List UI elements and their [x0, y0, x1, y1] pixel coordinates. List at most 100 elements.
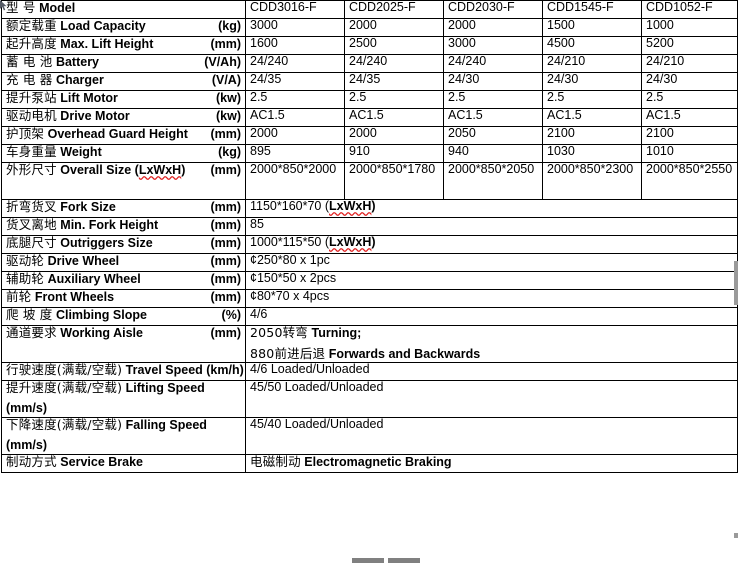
value-tail: ): [371, 199, 376, 213]
table-row-travel-speed: 行驶速度(满载/空载) Travel Speed (km/h) 4/6 Load…: [1, 362, 738, 381]
row-label-drive-motor: 驱动电机 Drive Motor (kw): [1, 108, 246, 127]
value-cell-span: 2050转弯 Turning; 880前进后退 Forwards and Bac…: [245, 325, 738, 363]
value-cell-span: 4/6: [245, 307, 738, 326]
table-row-charger: 充 电 器 Charger (V/A) 24/35 24/35 24/30 24…: [1, 72, 738, 91]
value-plain: 1150*160*70 (: [250, 199, 330, 213]
value-cell-span: 1000*115*50 (LxWxH): [245, 235, 738, 254]
table-row-auxiliary-wheel: 辅助轮 Auxiliary Wheel (mm) ¢150*50 x 2pcs: [1, 271, 738, 290]
row-label-cn: 驱动轮: [6, 253, 45, 268]
value-cell: 2000*850*2050: [443, 162, 543, 200]
vertical-scrollbar-marker[interactable]: [734, 533, 738, 538]
row-label-cn: 起升高度: [6, 36, 57, 51]
row-unit: (mm): [210, 127, 241, 141]
row-unit-below: (mm/s): [6, 437, 47, 452]
value-cell: 24/30: [443, 72, 543, 91]
row-unit-below: (mm/s): [6, 400, 47, 415]
table-row-service-brake: 制动方式 Service Brake 电磁制动 Electromagnetic …: [1, 454, 738, 473]
value-cell: 2.5: [641, 90, 738, 109]
row-label-cn: 底腿尺寸: [6, 235, 57, 250]
value-cell: 24/35: [245, 72, 345, 91]
row-label-cn: 型 号: [6, 0, 36, 15]
row-unit: (kw): [216, 109, 241, 123]
aisle-line-1-en: Turning;: [311, 326, 362, 340]
row-label-climbing-slope: 爬 坡 度 Climbing Slope (%): [1, 307, 246, 326]
table-row-overall-size: 外形尺寸 Overall Size (LxWxH) (mm) 2000*850*…: [1, 162, 738, 200]
table-row-front-wheels: 前轮 Front Wheels (mm) ¢80*70 x 4pcs: [1, 289, 738, 308]
value-cell: 4500: [542, 36, 642, 55]
row-label-service-brake: 制动方式 Service Brake: [1, 454, 246, 473]
row-label-en: Overhead Guard Height: [47, 127, 188, 141]
row-label-fork-size: 折弯货叉 Fork Size (mm): [1, 199, 246, 218]
row-label-en: Travel Speed (km/h): [125, 363, 244, 377]
value-cell: 2.5: [245, 90, 345, 109]
row-label-cn: 下降速度(满载/空载): [6, 417, 123, 432]
value-cell: 2.5: [542, 90, 642, 109]
row-label-en: Front Wheels: [34, 290, 115, 304]
value-cell: 2000: [344, 126, 444, 145]
model-cell-4: CDD1052-F: [641, 0, 738, 19]
row-unit: (%): [221, 308, 241, 322]
value-cell-span: 45/50 Loaded/Unloaded: [245, 380, 738, 418]
row-label-front-wheels: 前轮 Front Wheels (mm): [1, 289, 246, 308]
row-unit: (kg): [218, 19, 241, 33]
model-cell-0: CDD3016-F: [245, 0, 345, 19]
table-row-battery: 蓄 电 池 Battery (V/Ah) 24/240 24/240 24/24…: [1, 54, 738, 73]
row-unit: (mm): [210, 163, 241, 177]
row-label-cn: 提升泵站: [6, 90, 57, 105]
table-row-min-fork-height: 货叉离地 Min. Fork Height (mm) 85: [1, 217, 738, 236]
aisle-line-1: 2050转弯 Turning;: [250, 326, 362, 341]
value-cell: 2000: [443, 18, 543, 37]
row-label-cn: 护顶架: [6, 126, 45, 141]
value-cell: 24/30: [542, 72, 642, 91]
row-label-en: Drive Motor: [60, 109, 130, 123]
horizontal-scrollbar-thumb-right[interactable]: [388, 558, 420, 563]
row-label-en: Service Brake: [60, 455, 143, 469]
row-label-cn: 爬 坡 度: [6, 307, 53, 322]
row-unit: (mm): [210, 272, 241, 286]
row-label-working-aisle: 通道要求 Working Aisle (mm): [1, 325, 246, 363]
row-label-en: Lifting Speed: [125, 381, 205, 395]
row-unit: (mm): [210, 236, 241, 250]
row-label-en: Outriggers Size: [60, 236, 153, 250]
row-label-en: Falling Speed: [125, 418, 207, 432]
value-cell: 2000*850*1780: [344, 162, 444, 200]
row-label-en: Working Aisle: [60, 326, 143, 340]
row-unit: (kg): [218, 145, 241, 159]
row-label-cn: 驱动电机: [6, 108, 57, 123]
vertical-scrollbar-thumb[interactable]: [734, 261, 738, 305]
row-label-cn: 通道要求: [6, 325, 57, 340]
value-spellcheck: LxWxH: [329, 235, 372, 249]
value-cell: 910: [344, 144, 444, 163]
row-label-en: Auxiliary Wheel: [47, 272, 141, 286]
aisle-line-2-cn: 880前进后退: [250, 345, 326, 361]
value-cell: AC1.5: [641, 108, 738, 127]
value-cell: AC1.5: [245, 108, 345, 127]
value-cell: AC1.5: [443, 108, 543, 127]
row-label-en: Battery: [55, 55, 100, 69]
table-row-drive-motor: 驱动电机 Drive Motor (kw) AC1.5 AC1.5 AC1.5 …: [1, 108, 738, 127]
row-label-lifting-speed: 提升速度(满载/空载) Lifting Speed (mm/s): [1, 380, 246, 418]
value-cell: 2000*850*2000: [245, 162, 345, 200]
value-cell-span: 1150*160*70 (LxWxH): [245, 199, 738, 218]
table-row-fork-size: 折弯货叉 Fork Size (mm) 1150*160*70 (LxWxH): [1, 199, 738, 218]
row-unit: (mm): [210, 218, 241, 232]
value-cell: 2000: [245, 126, 345, 145]
horizontal-scrollbar[interactable]: [0, 558, 738, 563]
row-label-lift-motor: 提升泵站 Lift Motor (kw): [1, 90, 246, 109]
value-cell: 24/210: [542, 54, 642, 73]
table-row-model-header: 型 号 Model CDD3016-F CDD2025-F CDD2030-F …: [1, 0, 738, 19]
value-plain: 1000*115*50 (: [250, 235, 330, 249]
table-row-falling-speed: 下降速度(满载/空载) Falling Speed (mm/s) 45/40 L…: [1, 417, 738, 455]
row-label-en: Lift Motor: [60, 91, 118, 105]
row-label-cn: 前轮: [6, 289, 32, 304]
aisle-line-2: 880前进后退 Forwards and Backwards: [250, 341, 733, 362]
value-cell: 2.5: [344, 90, 444, 109]
row-label-en: Weight: [60, 145, 102, 159]
value-cell: AC1.5: [344, 108, 444, 127]
value-cell: 24/240: [443, 54, 543, 73]
model-cell-1: CDD2025-F: [344, 0, 444, 19]
aisle-line-2-en: Forwards and Backwards: [328, 346, 481, 361]
value-cell: 895: [245, 144, 345, 163]
horizontal-scrollbar-thumb-left[interactable]: [352, 558, 384, 563]
row-label-en-tail: ): [181, 163, 186, 177]
